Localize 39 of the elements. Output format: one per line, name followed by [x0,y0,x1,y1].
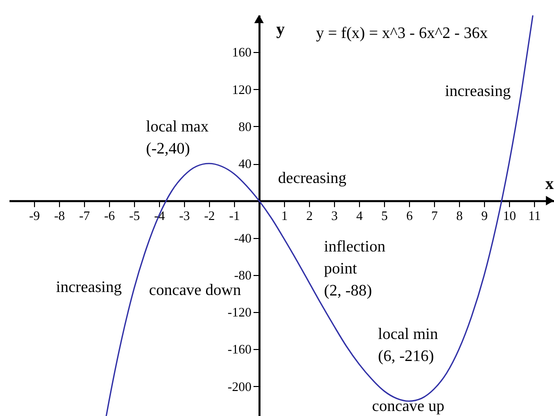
x-axis-title: x [545,174,554,194]
y-tick-label: 160 [232,44,252,60]
x-tick-label: -6 [104,208,116,224]
y-tick-label: -200 [228,378,252,394]
x-tick-label: -8 [54,208,65,224]
annotation: concave up [372,398,444,415]
x-tick-label: 9 [481,208,488,224]
x-tick-label: 4 [356,208,364,224]
x-tick-label: 1 [281,208,288,224]
x-tick-label: -9 [29,208,40,224]
annotation: increasing [56,279,122,296]
y-tick-label: -160 [228,342,252,357]
x-tick-label: 10 [503,208,516,224]
y-axis-title: y [276,20,286,38]
y-tick-label: 120 [232,82,252,97]
x-tick-label: 3 [331,208,338,224]
annotation: increasing [445,83,511,100]
y-tick-label: 40 [238,156,252,172]
x-tick-label: 11 [528,208,541,224]
y-tick-label: -80 [234,267,252,282]
x-tick-label: 6 [406,208,414,224]
y-tick-label: -120 [228,304,252,320]
annotation: inflection point (2, -88) [324,238,386,300]
annotation: local max (-2,40) [146,118,209,158]
annotation: decreasing [278,170,346,187]
x-tick-label: -5 [129,208,140,224]
y-tick-label: 80 [238,118,252,134]
x-tick-label: -3 [179,208,190,224]
x-tick-label: 8 [456,208,463,224]
x-tick-label: -1 [229,208,240,224]
y-tick-label: -40 [234,230,252,246]
annotation: concave down [149,282,241,299]
annotation: local min (6, -216) [378,326,438,366]
x-tick-label: -2 [204,208,215,224]
text: y = f(x) = x^3 - 6x^2 - 36x [316,24,488,42]
x-tick-label: 5 [381,208,388,224]
x-tick-label: 7 [431,208,438,224]
x-tick-label: -7 [79,208,90,224]
x-tick-label: 2 [306,208,313,224]
